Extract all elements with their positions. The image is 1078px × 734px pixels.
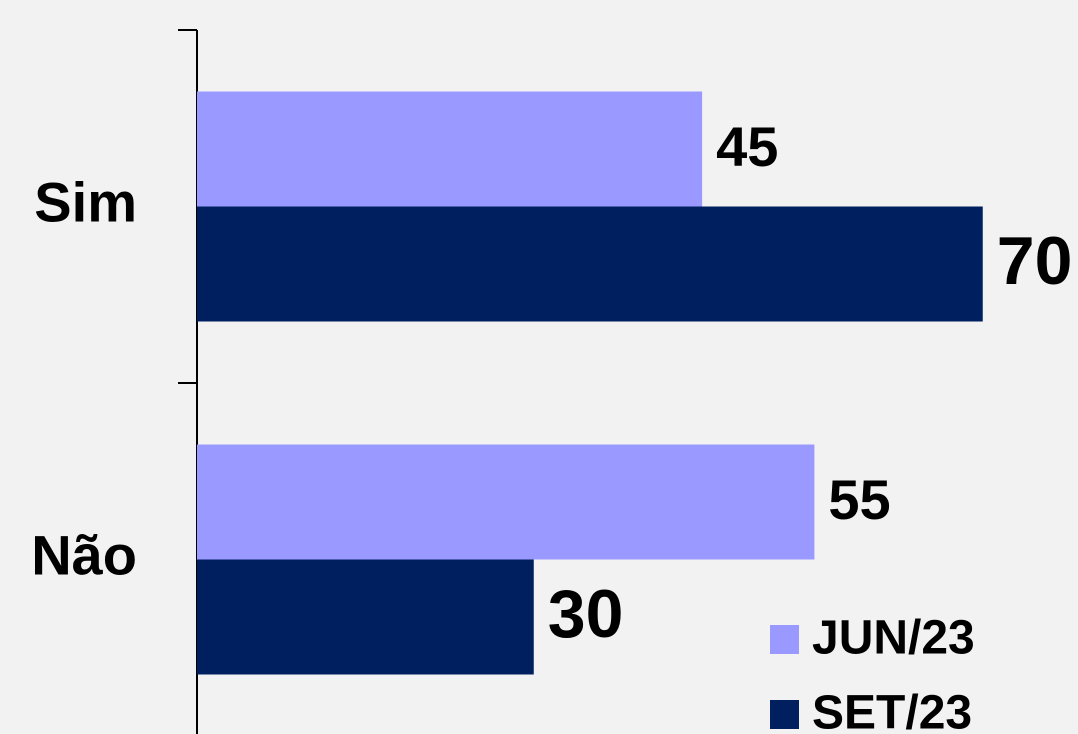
value-label: 30 <box>548 576 624 652</box>
category-label: Sim <box>34 170 137 233</box>
category-label: Não <box>31 523 137 586</box>
bar <box>197 206 983 322</box>
legend-label: SET/23 <box>812 687 972 734</box>
legend-swatch <box>770 625 799 654</box>
value-label: 55 <box>828 468 890 531</box>
bar <box>197 559 534 675</box>
bar <box>197 91 703 207</box>
value-label: 70 <box>997 223 1073 299</box>
legend-swatch <box>770 700 799 729</box>
bar <box>197 444 815 560</box>
legend-label: JUN/23 <box>812 612 975 665</box>
value-label: 45 <box>716 115 778 178</box>
